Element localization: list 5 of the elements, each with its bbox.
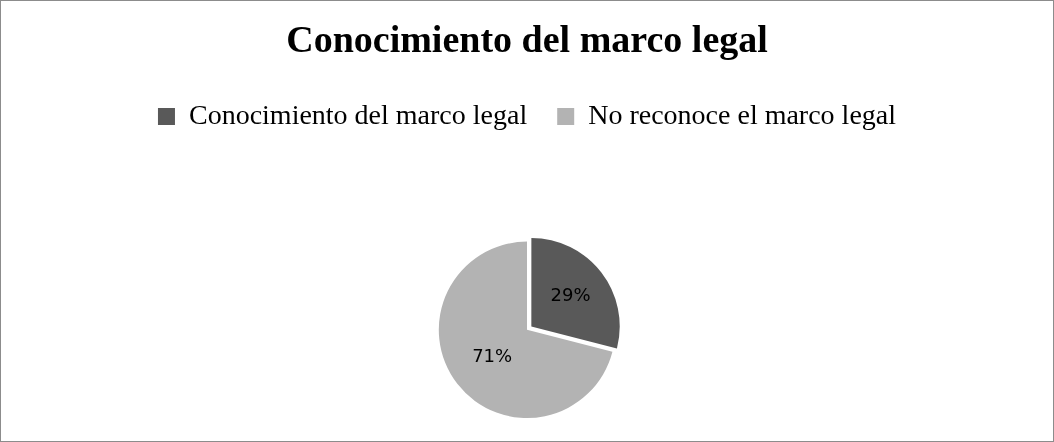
legend-label: Conocimiento del marco legal (188, 98, 528, 130)
data-label: 29% (550, 283, 591, 305)
data-label: 71% (472, 344, 513, 366)
legend-label: No reconoce el marco legal (588, 98, 897, 130)
chart-title: Conocimiento del marco legal (286, 17, 768, 60)
